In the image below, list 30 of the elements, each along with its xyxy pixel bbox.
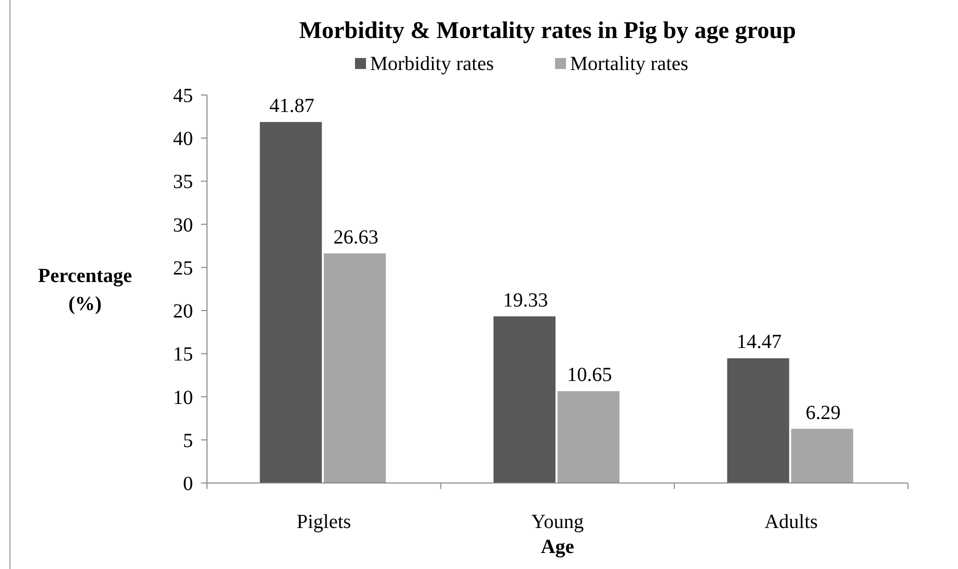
y-tick-label: 0 [183, 473, 193, 495]
bar [727, 358, 790, 483]
data-label: 26.63 [333, 226, 378, 248]
bar [558, 391, 620, 483]
y-tick-label: 25 [173, 257, 193, 280]
bar [494, 316, 556, 483]
y-tick-label: 30 [173, 214, 193, 236]
data-label: 41.87 [269, 94, 314, 117]
y-tick-label: 35 [173, 171, 193, 194]
y-tick-label: 45 [173, 85, 193, 107]
data-label: 19.33 [503, 289, 548, 312]
y-tick-label: 40 [173, 128, 193, 150]
y-tick-label: 10 [173, 386, 193, 409]
x-tick-label: Young [531, 511, 584, 533]
legend-label: Mortality rates [570, 53, 689, 75]
y-tick-label: 20 [173, 300, 193, 323]
y-tick-label: 5 [183, 430, 193, 452]
data-label: 10.65 [567, 364, 612, 386]
x-axis-title: Age [540, 536, 574, 558]
x-tick-label: Adults [764, 511, 818, 533]
data-label: 14.47 [736, 331, 782, 354]
x-tick-label: Piglets [296, 511, 352, 533]
y-tick-label: 15 [173, 344, 193, 366]
bar [791, 428, 854, 483]
legend-label: Morbidity rates [370, 53, 494, 75]
bar [260, 122, 322, 483]
data-label: 6.29 [806, 402, 841, 424]
y-axis-title: Percentage (%) [38, 265, 132, 315]
bar [324, 253, 386, 483]
chart-title: Morbidity & Mortality rates in Pig by age group [299, 18, 796, 44]
